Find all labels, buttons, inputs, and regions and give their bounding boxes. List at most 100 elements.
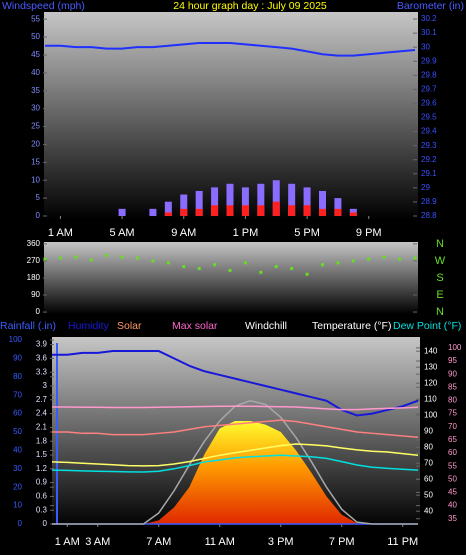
wind-bar	[211, 205, 219, 216]
legend-entry: Rainfall (.in)	[0, 320, 56, 332]
direction-point	[243, 261, 247, 265]
direction-point	[413, 256, 417, 260]
y3-tick-label: 120	[424, 378, 438, 387]
y2-tick-label: 29.7	[421, 84, 437, 93]
y4-tick-label: 35	[448, 514, 457, 523]
y-tick-label: 100	[9, 335, 23, 344]
wind-bar	[334, 208, 342, 216]
y2-tick-label: 0.6	[36, 492, 48, 501]
y-tick-label: 5	[36, 193, 41, 202]
y-tick-label: 270	[27, 256, 41, 265]
wind-bar	[349, 212, 357, 216]
y-tick-label: 15	[31, 157, 40, 166]
direction-point	[166, 261, 170, 265]
series-line	[52, 405, 419, 411]
y3-tick-label: 60	[424, 474, 433, 483]
direction-point	[321, 263, 324, 267]
y-tick-label: 35	[31, 86, 40, 95]
y-tick-label: 20	[13, 482, 22, 491]
y2-tick-label: 0.3	[36, 505, 48, 514]
y2-tick-label: 29.9	[421, 56, 437, 65]
y-tick-label: 45	[31, 50, 40, 59]
y2-tick-label: 1.2	[36, 464, 48, 473]
x-tick-label: 7 AM	[146, 536, 171, 548]
series-line	[45, 41, 416, 57]
wind-bar	[319, 208, 326, 216]
legend-entry: Windchill	[245, 320, 287, 332]
y2-tick-label: 28.9	[421, 197, 437, 206]
wind-bar	[164, 201, 172, 216]
y2-tick-label: 3	[43, 381, 48, 390]
y-tick-label: 30	[13, 464, 22, 473]
wind-bar	[288, 205, 296, 216]
x-tick-label: 3 AM	[85, 536, 110, 548]
y4-tick-label: 70	[448, 422, 457, 431]
x-tick-label: 1 PM	[233, 227, 259, 239]
panel-direction-bg	[44, 242, 418, 314]
series-line	[52, 419, 419, 439]
direction-point	[259, 270, 263, 274]
y4-tick-label: 100	[448, 343, 462, 352]
direction-point	[228, 268, 232, 272]
y-tick-label: 180	[27, 273, 41, 282]
y3-tick-label: 110	[424, 394, 437, 403]
wind-bar	[118, 208, 126, 216]
y2-tick-label: 29	[421, 183, 430, 192]
y-tick-label: 0	[36, 211, 41, 220]
legend-entry: Max solar	[172, 320, 218, 332]
wind-bar	[149, 208, 157, 216]
wind-bar	[195, 190, 203, 216]
y-axis-title: Windspeed (mph)	[2, 0, 85, 12]
chart-title: 24 hour graph day : July 09 2025	[173, 0, 327, 12]
y3-tick-label: 130	[424, 362, 438, 371]
wind-bar	[241, 187, 249, 216]
y3-tick-label: 140	[424, 346, 438, 355]
series-line	[52, 350, 419, 417]
y3-tick-label: 90	[424, 426, 433, 435]
wind-bar	[180, 208, 188, 216]
y-tick-label: 10	[13, 501, 22, 510]
direction-point	[105, 253, 109, 257]
y2-tick-label: 0	[43, 519, 48, 528]
direction-point	[151, 259, 155, 263]
y2-tick-label: 29.8	[421, 70, 437, 79]
series-line	[51, 454, 419, 473]
y2-tick-label: 3.6	[36, 354, 48, 363]
y-tick-label: 40	[31, 68, 40, 77]
y4-tick-label: 90	[448, 369, 457, 378]
y2-tick-label: 29.4	[421, 127, 437, 136]
y2-tick-label: 30.2	[421, 14, 437, 23]
y2-tick-label: N	[436, 306, 444, 318]
y-tick-label: 80	[13, 372, 22, 381]
wind-bar	[257, 183, 265, 216]
y4-tick-label: 45	[448, 488, 457, 497]
direction-point	[182, 265, 186, 269]
legend-entry: Humidity	[68, 320, 110, 332]
wind-bar	[211, 187, 219, 216]
direction-point	[398, 257, 402, 261]
y2-tick-label: 29.2	[421, 155, 437, 164]
y-tick-label: 30	[31, 104, 40, 113]
x-tick-label: 3 PM	[268, 536, 294, 548]
x-tick-label: 9 PM	[356, 227, 382, 239]
y4-tick-label: 50	[448, 474, 457, 483]
wind-bar	[272, 201, 280, 216]
y-tick-label: 90	[31, 290, 40, 299]
y-tick-label: 0	[18, 519, 23, 528]
direction-point	[336, 261, 340, 265]
x-tick-label: 5 AM	[110, 227, 135, 239]
legend-entry: Solar	[117, 320, 142, 332]
y-tick-label: 50	[31, 32, 40, 41]
wind-bar	[303, 205, 311, 216]
y4-tick-label: 85	[448, 382, 457, 391]
x-tick-label: 1 AM	[48, 227, 73, 239]
y2-tick-label: E	[436, 289, 443, 301]
y2-tick-label: 29.3	[421, 141, 437, 150]
wind-bar	[226, 183, 234, 216]
direction-point	[351, 259, 355, 263]
direction-point	[213, 263, 217, 267]
wind-bar	[303, 187, 311, 216]
direction-point	[197, 267, 201, 271]
y2-tick-label: 2.7	[36, 395, 48, 404]
